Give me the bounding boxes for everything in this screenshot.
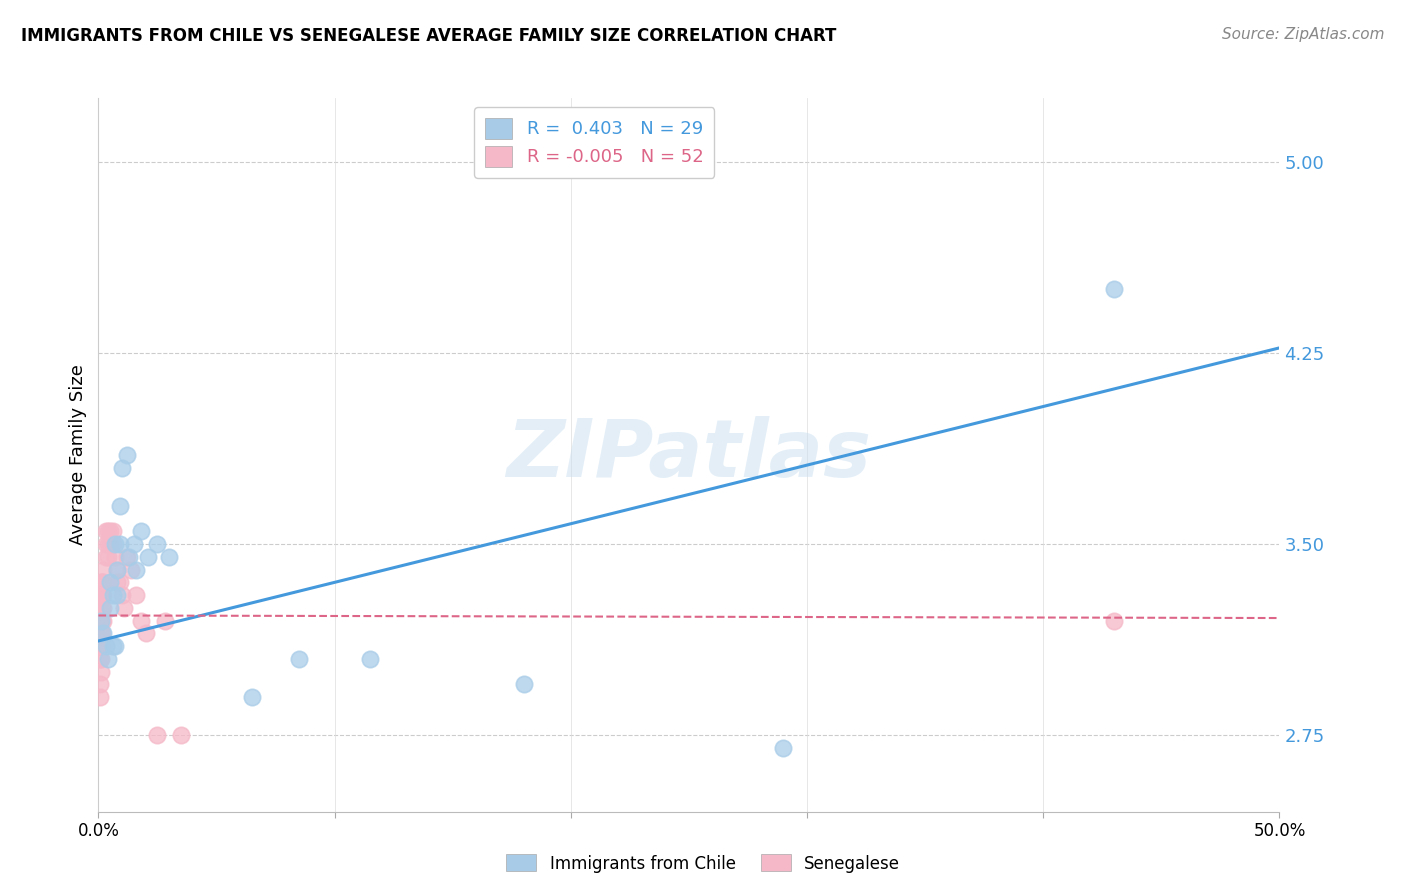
Point	[359, 652, 381, 666]
Point	[98, 537, 121, 551]
Point	[118, 549, 141, 564]
Legend: R =  0.403   N = 29, R = -0.005   N = 52: R = 0.403 N = 29, R = -0.005 N = 52	[474, 107, 714, 178]
Point	[105, 588, 128, 602]
Point	[122, 537, 145, 551]
Point	[90, 665, 112, 679]
Point	[98, 575, 121, 590]
Point	[101, 639, 124, 653]
Point	[111, 588, 134, 602]
Point	[98, 524, 121, 539]
Point	[105, 575, 128, 590]
Point	[101, 588, 124, 602]
Point	[1102, 282, 1125, 296]
Point	[125, 563, 148, 577]
Point	[1102, 614, 1125, 628]
Point	[90, 588, 112, 602]
Point	[146, 537, 169, 551]
Point	[104, 549, 127, 564]
Point	[240, 690, 263, 704]
Point	[101, 537, 124, 551]
Point	[105, 563, 128, 577]
Text: Source: ZipAtlas.com: Source: ZipAtlas.com	[1222, 27, 1385, 42]
Point	[125, 588, 148, 602]
Point	[772, 741, 794, 756]
Point	[91, 600, 114, 615]
Point	[89, 652, 111, 666]
Point	[98, 600, 121, 615]
Point	[91, 575, 114, 590]
Point	[94, 639, 117, 653]
Point	[89, 639, 111, 653]
Point	[115, 448, 138, 462]
Legend: Immigrants from Chile, Senegalese: Immigrants from Chile, Senegalese	[499, 847, 907, 880]
Point	[90, 614, 112, 628]
Point	[157, 549, 180, 564]
Point	[89, 690, 111, 704]
Point	[91, 614, 114, 628]
Point	[91, 626, 114, 640]
Point	[94, 537, 117, 551]
Point	[129, 524, 152, 539]
Point	[153, 614, 176, 628]
Point	[90, 575, 112, 590]
Point	[89, 626, 111, 640]
Point	[129, 614, 152, 628]
Point	[94, 549, 117, 564]
Point	[101, 524, 124, 539]
Point	[104, 537, 127, 551]
Point	[97, 537, 120, 551]
Point	[105, 563, 128, 577]
Point	[91, 600, 114, 615]
Y-axis label: Average Family Size: Average Family Size	[69, 365, 87, 545]
Point	[91, 626, 114, 640]
Point	[97, 524, 120, 539]
Point	[90, 639, 112, 653]
Point	[90, 652, 112, 666]
Point	[91, 614, 114, 628]
Point	[94, 524, 117, 539]
Point	[288, 652, 311, 666]
Point	[146, 728, 169, 742]
Point	[108, 499, 131, 513]
Point	[170, 728, 193, 742]
Point	[91, 588, 114, 602]
Point	[111, 460, 134, 475]
Point	[90, 600, 112, 615]
Point	[90, 626, 112, 640]
Point	[90, 614, 112, 628]
Point	[89, 600, 111, 615]
Point	[135, 626, 157, 640]
Point	[89, 588, 111, 602]
Point	[136, 549, 159, 564]
Point	[115, 549, 138, 564]
Text: ZIPatlas: ZIPatlas	[506, 416, 872, 494]
Point	[121, 563, 143, 577]
Point	[91, 639, 114, 653]
Point	[108, 575, 131, 590]
Point	[97, 549, 120, 564]
Text: IMMIGRANTS FROM CHILE VS SENEGALESE AVERAGE FAMILY SIZE CORRELATION CHART: IMMIGRANTS FROM CHILE VS SENEGALESE AVER…	[21, 27, 837, 45]
Point	[104, 639, 127, 653]
Point	[91, 588, 114, 602]
Point	[91, 563, 114, 577]
Point	[91, 575, 114, 590]
Point	[89, 677, 111, 691]
Point	[112, 600, 135, 615]
Point	[89, 614, 111, 628]
Point	[108, 537, 131, 551]
Point	[97, 652, 120, 666]
Point	[512, 677, 534, 691]
